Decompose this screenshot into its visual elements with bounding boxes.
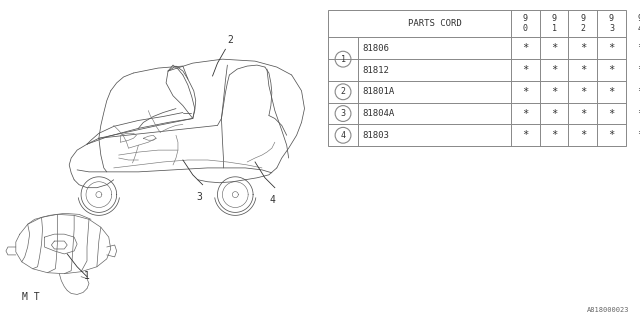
Text: *: * xyxy=(551,130,557,140)
Text: PARTS CORD: PARTS CORD xyxy=(408,19,461,28)
Text: 4: 4 xyxy=(340,131,346,140)
Text: *: * xyxy=(522,130,529,140)
Text: *: * xyxy=(580,130,586,140)
Text: *: * xyxy=(580,43,586,53)
Text: 1: 1 xyxy=(340,55,346,64)
Text: *: * xyxy=(637,65,640,75)
Text: *: * xyxy=(522,65,529,75)
Text: *: * xyxy=(637,87,640,97)
Text: 3: 3 xyxy=(340,109,346,118)
Text: 1: 1 xyxy=(84,271,90,281)
Text: *: * xyxy=(522,43,529,53)
Text: 81804A: 81804A xyxy=(363,109,395,118)
Text: *: * xyxy=(580,87,586,97)
Text: 9
0: 9 0 xyxy=(523,14,528,33)
Text: *: * xyxy=(551,108,557,118)
Text: 9
3: 9 3 xyxy=(609,14,614,33)
Text: *: * xyxy=(609,65,614,75)
Text: M T: M T xyxy=(22,292,40,302)
Text: 81801A: 81801A xyxy=(363,87,395,96)
Text: 9
2: 9 2 xyxy=(580,14,585,33)
Text: *: * xyxy=(580,108,586,118)
Text: 81803: 81803 xyxy=(363,131,390,140)
Text: *: * xyxy=(580,65,586,75)
Bar xyxy=(328,10,626,146)
Text: *: * xyxy=(522,87,529,97)
Text: 9
1: 9 1 xyxy=(552,14,557,33)
Text: *: * xyxy=(551,43,557,53)
Text: *: * xyxy=(637,43,640,53)
Text: *: * xyxy=(609,108,614,118)
Text: 4: 4 xyxy=(270,195,276,204)
Text: *: * xyxy=(522,108,529,118)
Text: 2: 2 xyxy=(340,87,346,96)
Text: *: * xyxy=(551,65,557,75)
Text: *: * xyxy=(637,130,640,140)
Text: 81812: 81812 xyxy=(363,66,390,75)
Text: *: * xyxy=(609,43,614,53)
Text: *: * xyxy=(609,87,614,97)
Text: 81806: 81806 xyxy=(363,44,390,53)
Text: *: * xyxy=(551,87,557,97)
Text: *: * xyxy=(609,130,614,140)
Text: A818000023: A818000023 xyxy=(588,307,630,313)
Text: 9
4: 9 4 xyxy=(637,14,640,33)
Text: *: * xyxy=(637,108,640,118)
Text: 2: 2 xyxy=(227,35,233,45)
Text: 3: 3 xyxy=(196,192,203,202)
